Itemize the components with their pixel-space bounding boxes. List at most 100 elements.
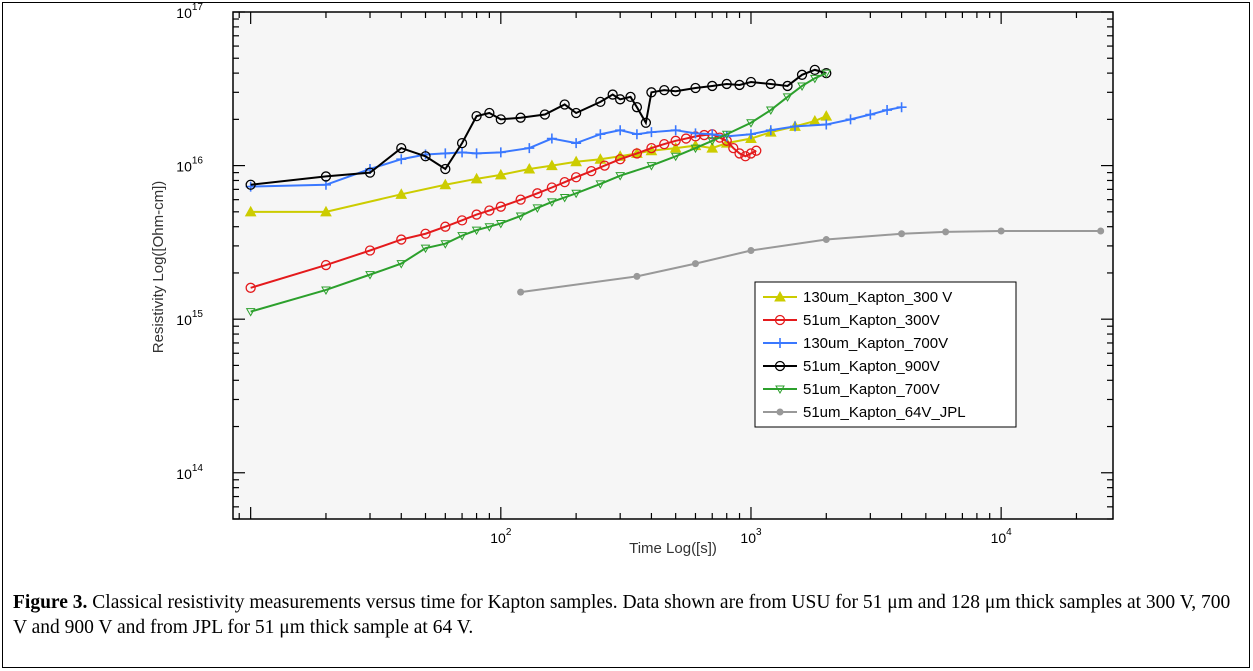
legend-label: 51um_Kapton_700V [803,381,940,398]
data-point [595,129,606,140]
data-point [595,96,606,108]
data-point [615,94,626,105]
data-point [690,128,701,139]
data-point [782,80,793,92]
x-tick-label: 102 [490,527,512,546]
series-line [250,106,902,188]
data-point [882,105,893,116]
data-point [244,205,257,217]
data-point [559,177,570,188]
legend-marker [776,408,784,416]
data-point [517,288,525,296]
data-point [471,226,482,236]
legend-entry: 51um_Kapton_700V [763,381,940,398]
data-point [515,212,526,221]
data-point [747,246,755,254]
data-point [821,119,832,130]
series-5 [517,227,1105,296]
data-point [659,138,670,150]
data-point [570,172,582,183]
data-point [745,148,757,159]
data-point [546,159,558,171]
data-point [670,86,681,97]
data-point [471,209,482,220]
data-point [745,129,756,140]
data-point [625,91,636,103]
data-point [365,271,375,280]
data-point [495,201,506,212]
data-point [470,172,483,184]
series-4 [245,69,832,317]
data-point [640,117,652,128]
data-point [396,142,407,154]
data-point [797,82,807,91]
data-point [822,236,830,244]
data-point [599,160,610,171]
data-point [440,221,451,232]
legend-marker [774,290,786,302]
data-point [740,151,751,162]
axis-ticks [233,11,1113,520]
data-point [364,167,376,178]
figure-caption: Figure 3. Classical resistivity measurem… [13,590,1238,640]
data-point [691,260,699,268]
data-point [751,145,762,156]
legend-marker [775,385,785,395]
y-tick-label: 1014 [176,463,203,482]
data-point [680,133,692,144]
data-point [523,162,536,174]
x-axis-label: Time Log([s]) [629,540,717,557]
data-point [707,80,718,92]
data-point [896,102,907,113]
data-point [631,129,642,140]
data-point [633,272,641,280]
data-point [245,179,256,190]
data-point [595,180,606,189]
data-point [395,188,408,199]
x-tick-label: 103 [740,527,762,546]
data-point [571,189,581,199]
data-point [646,87,657,98]
data-point [721,78,732,90]
data-point [456,215,468,226]
data-point [440,163,451,175]
data-point [631,102,643,113]
data-point [495,147,506,158]
caption-text: Classical resistivity measurements versu… [13,592,1231,638]
data-point [570,107,582,119]
data-point [669,142,682,153]
legend-entry: 130um_Kapton_300 V [763,289,952,306]
legend-entry: 130um_Kapton_700V [763,335,948,352]
data-point [547,198,557,207]
data-point [646,162,657,171]
data-point [396,154,407,165]
data-point [245,308,256,317]
data-point [765,78,776,90]
data-point [745,76,757,88]
data-point [440,148,451,159]
data-point [646,127,657,138]
data-point [321,286,331,295]
data-point [898,230,906,238]
legend-box [754,281,1017,428]
legend-marker [774,314,786,326]
legend-entry: 51um_Kapton_900V [763,358,940,375]
legend-label: 51um_Kapton_64V_JPL [803,404,966,421]
data-point [809,64,820,76]
data-point [631,148,643,159]
data-point [942,228,950,236]
data-point [690,82,701,94]
data-point [559,99,570,110]
data-point [706,142,719,153]
tick-labels: 102 103 104 1014 1015 1016 1017 [176,2,1012,546]
data-point [796,69,808,80]
data-point [646,142,657,154]
y-tick-label: 1017 [176,2,203,21]
data-point [670,152,681,162]
data-point [570,155,582,167]
data-point [615,154,626,165]
x-tick-label: 104 [991,527,1013,546]
data-point [532,204,543,213]
data-point [845,114,856,125]
